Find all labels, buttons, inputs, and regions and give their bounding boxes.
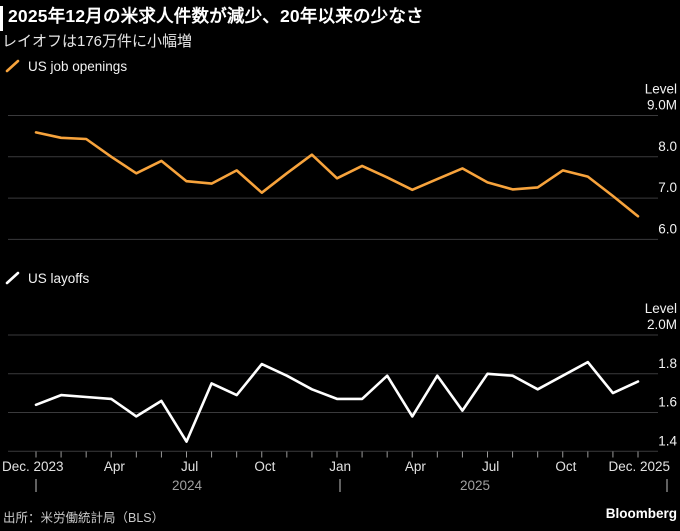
job-openings-axis-unit-label: Level	[645, 82, 677, 97]
source-text: 出所：米労働統計局（BLS）	[3, 511, 165, 525]
layoffs-y-tick-label: 1.4	[658, 433, 677, 448]
layoffs-y-tick-label: 1.6	[658, 395, 677, 410]
job-openings-line	[34, 131, 640, 218]
x-tick-label: Jan	[329, 459, 351, 474]
legend-job-openings: US job openings	[5, 58, 127, 74]
layoffs-y-tick-label: 1.8	[658, 356, 677, 371]
layoffs-axis-unit-label: Level	[645, 301, 677, 316]
title-accent-bar	[0, 6, 3, 31]
x-tick-label: Oct	[254, 459, 275, 474]
x-tick-label: Dec. 2023	[2, 459, 64, 474]
page-subtitle: レイオフは176万件に小幅増	[2, 33, 193, 50]
layoffs-y-tick-label: 2.0M	[647, 317, 677, 332]
white-line-legend-icon	[5, 271, 20, 285]
x-tick-label: Jul	[482, 459, 499, 474]
year-label: 2024	[172, 478, 203, 493]
job-openings-y-tick-label: 6.0	[658, 221, 677, 236]
legend-label-layoffs: US layoffs	[28, 270, 90, 286]
x-tick-label: Apr	[405, 459, 427, 474]
year-label: 2025	[460, 478, 490, 493]
job-openings-y-tick-label: 7.0	[658, 180, 677, 195]
x-tick-label: Jul	[181, 459, 198, 474]
x-tick-label: Oct	[555, 459, 576, 474]
job-openings-y-tick-label: 9.0M	[647, 98, 677, 113]
x-tick-label: Apr	[104, 459, 126, 474]
bloomberg-logo: Bloomberg	[605, 506, 677, 521]
legend-layoffs: US layoffs	[5, 270, 89, 286]
title-row: 2025年12月の米求人件数が減少、20年以来の少なさ	[0, 6, 424, 31]
legend-label-job-openings: US job openings	[28, 58, 128, 74]
x-tick-label: Dec. 2025	[608, 459, 670, 474]
page-title: 2025年12月の米求人件数が減少、20年以来の少なさ	[8, 6, 424, 26]
orange-line-legend-icon	[5, 59, 20, 73]
layoffs-line	[34, 360, 640, 443]
job-openings-y-tick-label: 8.0	[658, 139, 677, 154]
